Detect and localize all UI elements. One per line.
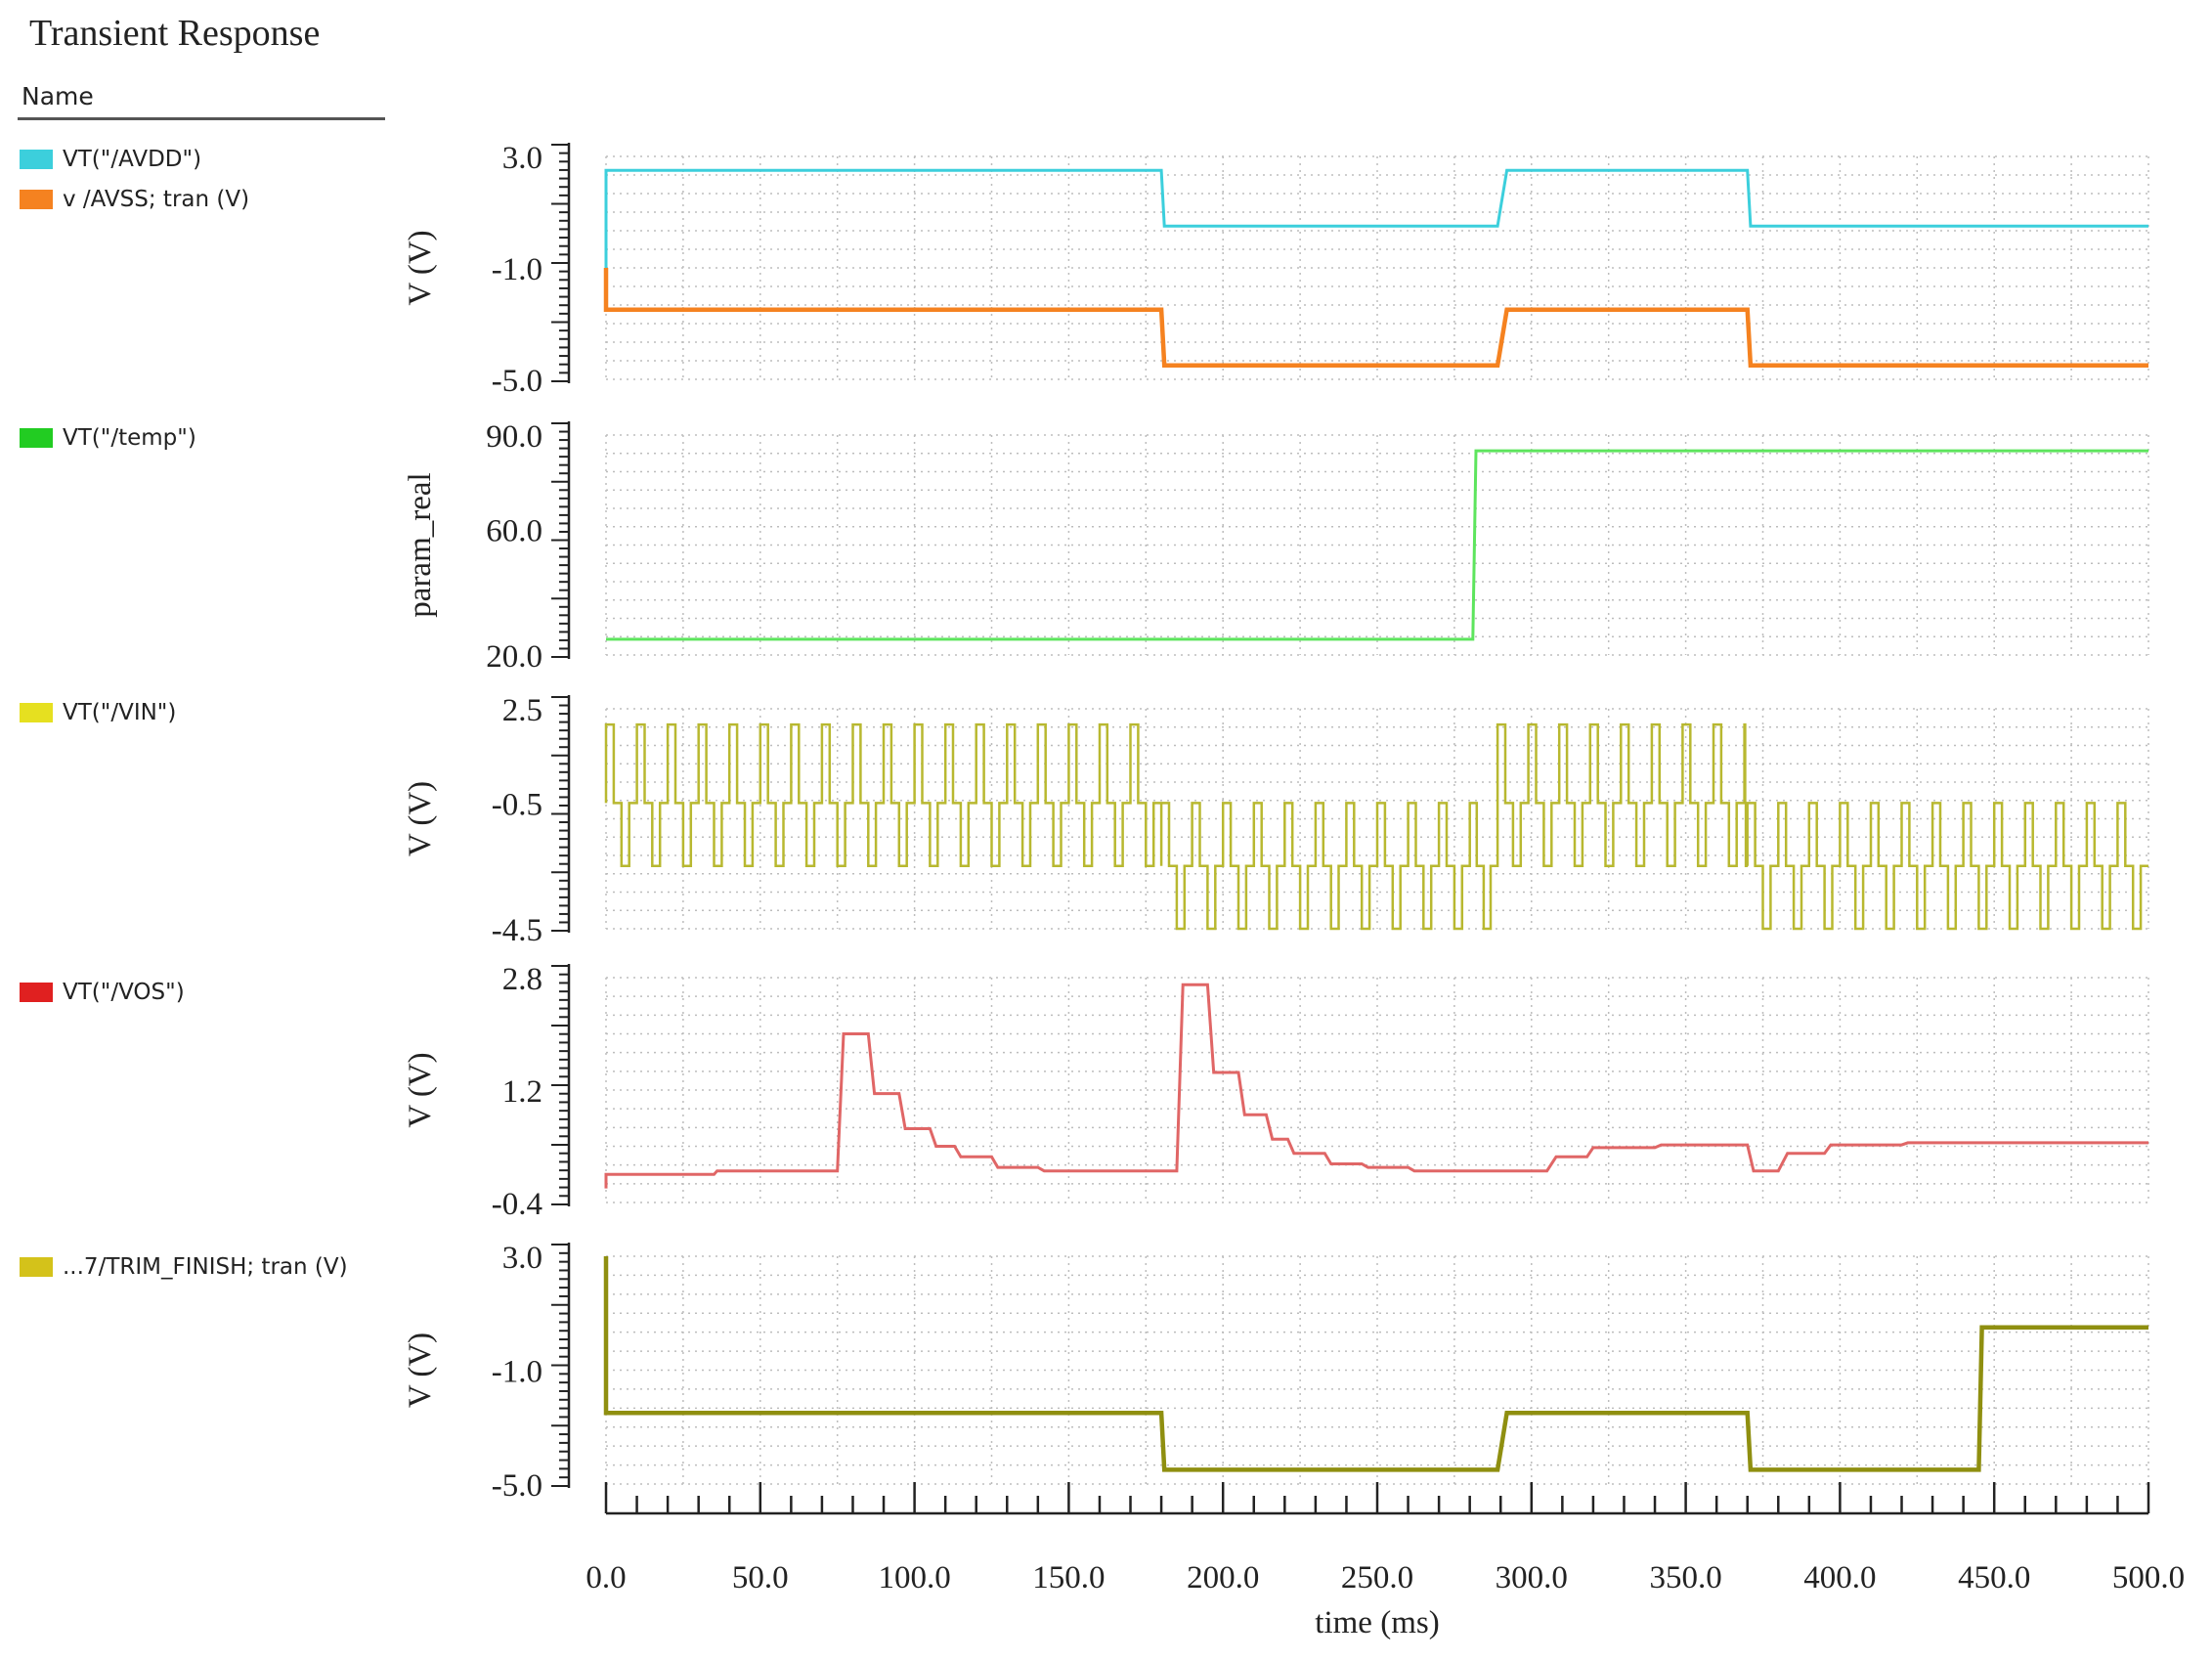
legend-item-avss[interactable]: v /AVSS; tran (V) [20, 185, 249, 214]
legend-swatch-trim-finish [20, 1257, 53, 1277]
x-tick-label: 200.0 [1187, 1560, 1259, 1595]
x-tick-label: 0.0 [586, 1560, 626, 1595]
series-line-p0-s1 [603, 268, 2148, 369]
y-tick-label: -0.5 [492, 787, 542, 822]
legend-label-avss: v /AVSS; tran (V) [63, 187, 250, 212]
x-tick-label: 150.0 [1032, 1560, 1105, 1595]
series-line-p3-s0 [604, 983, 2148, 1189]
series-line-p2-s0 [604, 722, 2148, 931]
y-tick-label: 2.8 [502, 962, 542, 997]
y-tick-label: -5.0 [492, 1468, 542, 1504]
x-tick-label: 500.0 [2112, 1560, 2185, 1595]
legend-header-rule [18, 117, 385, 120]
x-tick-label: 400.0 [1803, 1560, 1876, 1595]
y-tick-label: 2.5 [502, 693, 542, 728]
legend-label-temp: VT("/temp") [63, 425, 196, 451]
chart-title: Transient Response [29, 13, 321, 54]
y-tick-label: 3.0 [502, 1241, 542, 1276]
y-tick-label: 90.0 [486, 419, 542, 455]
series-line-p4-s0 [603, 1256, 2148, 1472]
legend-label-vos: VT("/VOS") [63, 980, 185, 1005]
legend-item-vos[interactable]: VT("/VOS") [20, 978, 185, 1007]
legend-item-temp[interactable]: VT("/temp") [20, 423, 196, 453]
legend-label-avdd: VT("/AVDD") [63, 147, 202, 172]
x-axis-label: time (ms) [1315, 1605, 1439, 1640]
y-axis-label: V (V) [403, 230, 438, 305]
legend-swatch-vin [20, 703, 53, 722]
legend-label-vin: VT("/VIN") [63, 700, 177, 725]
y-tick-label: 60.0 [486, 513, 542, 548]
x-tick-label: 450.0 [1958, 1560, 2030, 1595]
x-tick-label: 50.0 [732, 1560, 789, 1595]
series-line-p1-s0 [606, 449, 2148, 641]
y-axis-label: V (V) [403, 1333, 438, 1408]
x-tick-label: 100.0 [878, 1560, 950, 1595]
legend-item-vin[interactable]: VT("/VIN") [20, 698, 176, 727]
y-tick-label: 20.0 [486, 639, 542, 675]
y-axis-label: V (V) [403, 1052, 438, 1127]
legend-swatch-avss [20, 190, 53, 209]
y-tick-label: 1.2 [502, 1074, 542, 1110]
y-tick-label: -0.4 [492, 1187, 542, 1222]
y-axis-label: V (V) [403, 781, 438, 856]
series-line-p0-s0 [604, 168, 2148, 268]
x-tick-label: 250.0 [1341, 1560, 1413, 1595]
x-tick-label: 300.0 [1496, 1560, 1568, 1595]
y-tick-label: -1.0 [492, 252, 542, 287]
y-tick-label: -5.0 [492, 364, 542, 399]
legend-header: Name [22, 82, 94, 110]
legend-swatch-temp [20, 428, 53, 448]
legend-item-trim-finish[interactable]: ...7/TRIM_FINISH; tran (V) [20, 1252, 348, 1282]
legend-swatch-avdd [20, 150, 53, 169]
y-tick-label: 3.0 [502, 141, 542, 176]
y-tick-label: -4.5 [492, 913, 542, 948]
y-tick-label: -1.0 [492, 1355, 542, 1390]
legend-swatch-vos [20, 983, 53, 1002]
legend-label-trim-finish: ...7/TRIM_FINISH; tran (V) [63, 1254, 348, 1280]
y-axis-label: param_real [403, 472, 438, 617]
legend-item-avdd[interactable]: VT("/AVDD") [20, 145, 201, 174]
x-tick-label: 350.0 [1649, 1560, 1721, 1595]
